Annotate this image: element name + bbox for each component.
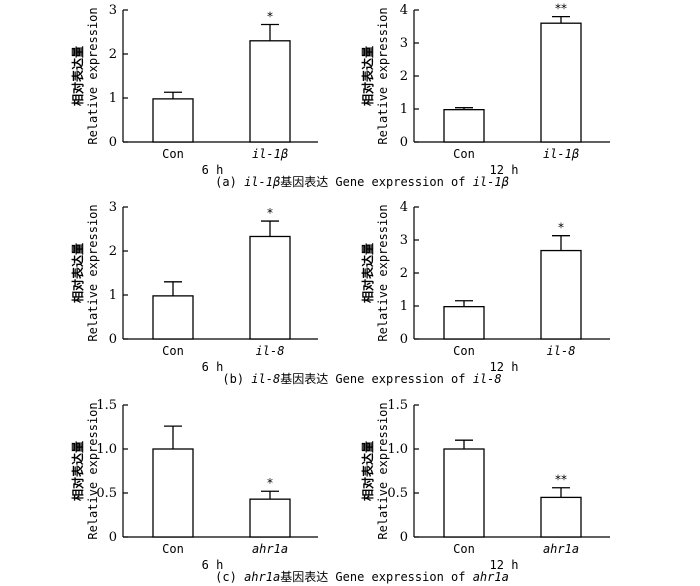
bar-con	[443, 448, 485, 538]
y-tick-label: 1.0	[96, 442, 117, 457]
bar-con	[152, 98, 194, 143]
chart-panel-c-6h: 0 0.5 1.0 1.5 相对表达量 Relative expression Con * ah…	[70, 398, 318, 572]
y-axis-label-en: Relative expression	[376, 204, 390, 341]
figure-caption: (a) il-1β基因表达 Gene expression of il-1β	[215, 175, 509, 189]
y-tick-label: 3	[400, 233, 408, 248]
time-point-label: 12 h	[490, 163, 519, 177]
y-tick-label: 0	[109, 135, 117, 150]
y-axis-label-en: Relative expression	[376, 7, 390, 144]
bar-il-1β	[540, 22, 582, 143]
y-tick-label: 0.5	[387, 486, 408, 501]
chart-panel-a-12h: 0 1 2 3 4 相对表达量 Relative expression Con ** il-1β 1…	[360, 2, 610, 177]
significance-marker: *	[267, 206, 273, 220]
x-category-label: Con	[453, 147, 475, 161]
y-axis-label-cn: 相对表达量	[70, 243, 85, 303]
y-tick-label: 2	[400, 69, 408, 84]
x-category-label: Con	[453, 344, 475, 358]
y-axis-label-en: Relative expression	[86, 402, 100, 539]
y-axis-label-cn: 相对表达量	[360, 46, 375, 106]
chart-panel-a-6h: 0 1 2 3 相对表达量 Relative expression Con * il-1β 6 h	[70, 3, 318, 177]
significance-marker: *	[267, 10, 273, 24]
time-point-label: 12 h	[490, 360, 519, 374]
y-tick-label: 1	[400, 102, 408, 117]
x-category-label: Con	[162, 147, 184, 161]
bar-il-8	[540, 249, 582, 340]
significance-marker: *	[558, 221, 564, 235]
y-tick-label: 0	[400, 530, 408, 545]
y-tick-label: 4	[400, 3, 408, 18]
figure-caption: (c) ahr1a基因表达 Gene expression of ahr1a	[215, 570, 509, 584]
x-category-label: ahr1a	[543, 542, 579, 556]
captions: (a) il-1β基因表达 Gene expression of il-1β (b…	[215, 175, 509, 584]
y-tick-label: 1.5	[387, 398, 408, 413]
y-axis-label-cn: 相对表达量	[360, 441, 375, 501]
y-tick-label: 3	[400, 36, 408, 51]
y-tick-label: 1.5	[96, 398, 117, 413]
significance-marker: *	[267, 476, 273, 490]
y-axis-label-en: Relative expression	[86, 204, 100, 341]
bar-con	[152, 295, 194, 340]
x-category-label: Con	[453, 542, 475, 556]
y-axis-label-en: Relative expression	[86, 7, 100, 144]
bar-con	[152, 448, 194, 538]
y-tick-label: 2	[109, 244, 117, 259]
significance-marker: **	[555, 473, 567, 487]
figure-caption: (b) il-8基因表达 Gene expression of il-8	[222, 372, 501, 386]
x-category-label: il-8	[256, 344, 285, 358]
y-tick-label: 1	[109, 288, 117, 303]
y-tick-label: 3	[109, 3, 117, 18]
chart-panel-c-12h: 0 0.5 1.0 1.5 相对表达量 Relative expression Con ** a…	[360, 398, 610, 572]
x-category-label: Con	[162, 542, 184, 556]
y-tick-label: 2	[109, 47, 117, 62]
bar-ahr1a	[249, 498, 291, 538]
bar-il-1β	[249, 40, 291, 143]
x-category-label: Con	[162, 344, 184, 358]
y-tick-label: 0	[109, 332, 117, 347]
y-tick-label: 1	[400, 299, 408, 314]
time-point-label: 6 h	[202, 558, 224, 572]
chart-panel-b-12h: 0 1 2 3 4 相对表达量 Relative expression Con * il-8 12 …	[360, 200, 610, 374]
bar-il-8	[249, 235, 291, 340]
y-tick-label: 0	[109, 530, 117, 545]
time-point-label: 6 h	[202, 360, 224, 374]
y-axis-label-cn: 相对表达量	[70, 46, 85, 106]
significance-marker: **	[555, 2, 567, 16]
y-tick-label: 3	[109, 200, 117, 215]
y-tick-label: 0	[400, 332, 408, 347]
y-axis-label-cn: 相对表达量	[360, 243, 375, 303]
time-point-label: 6 h	[202, 163, 224, 177]
bar-ahr1a	[540, 496, 582, 538]
y-tick-label: 0.5	[96, 486, 117, 501]
x-category-label: ahr1a	[252, 542, 288, 556]
y-tick-label: 0	[400, 135, 408, 150]
x-category-label: il-1β	[252, 147, 289, 161]
x-category-label: il-1β	[543, 147, 580, 161]
chart-panel-b-6h: 0 1 2 3 相对表达量 Relative expression Con * il-8 6 h	[70, 200, 318, 374]
y-tick-label: 1	[109, 91, 117, 106]
y-axis-label-en: Relative expression	[376, 402, 390, 539]
y-axis-label-cn: 相对表达量	[70, 441, 85, 501]
bar-con	[443, 109, 485, 143]
time-point-label: 12 h	[490, 558, 519, 572]
bar-con	[443, 306, 485, 340]
y-tick-label: 2	[400, 266, 408, 281]
y-tick-label: 4	[400, 200, 408, 215]
y-tick-label: 1.0	[387, 442, 408, 457]
x-category-label: il-8	[547, 344, 576, 358]
